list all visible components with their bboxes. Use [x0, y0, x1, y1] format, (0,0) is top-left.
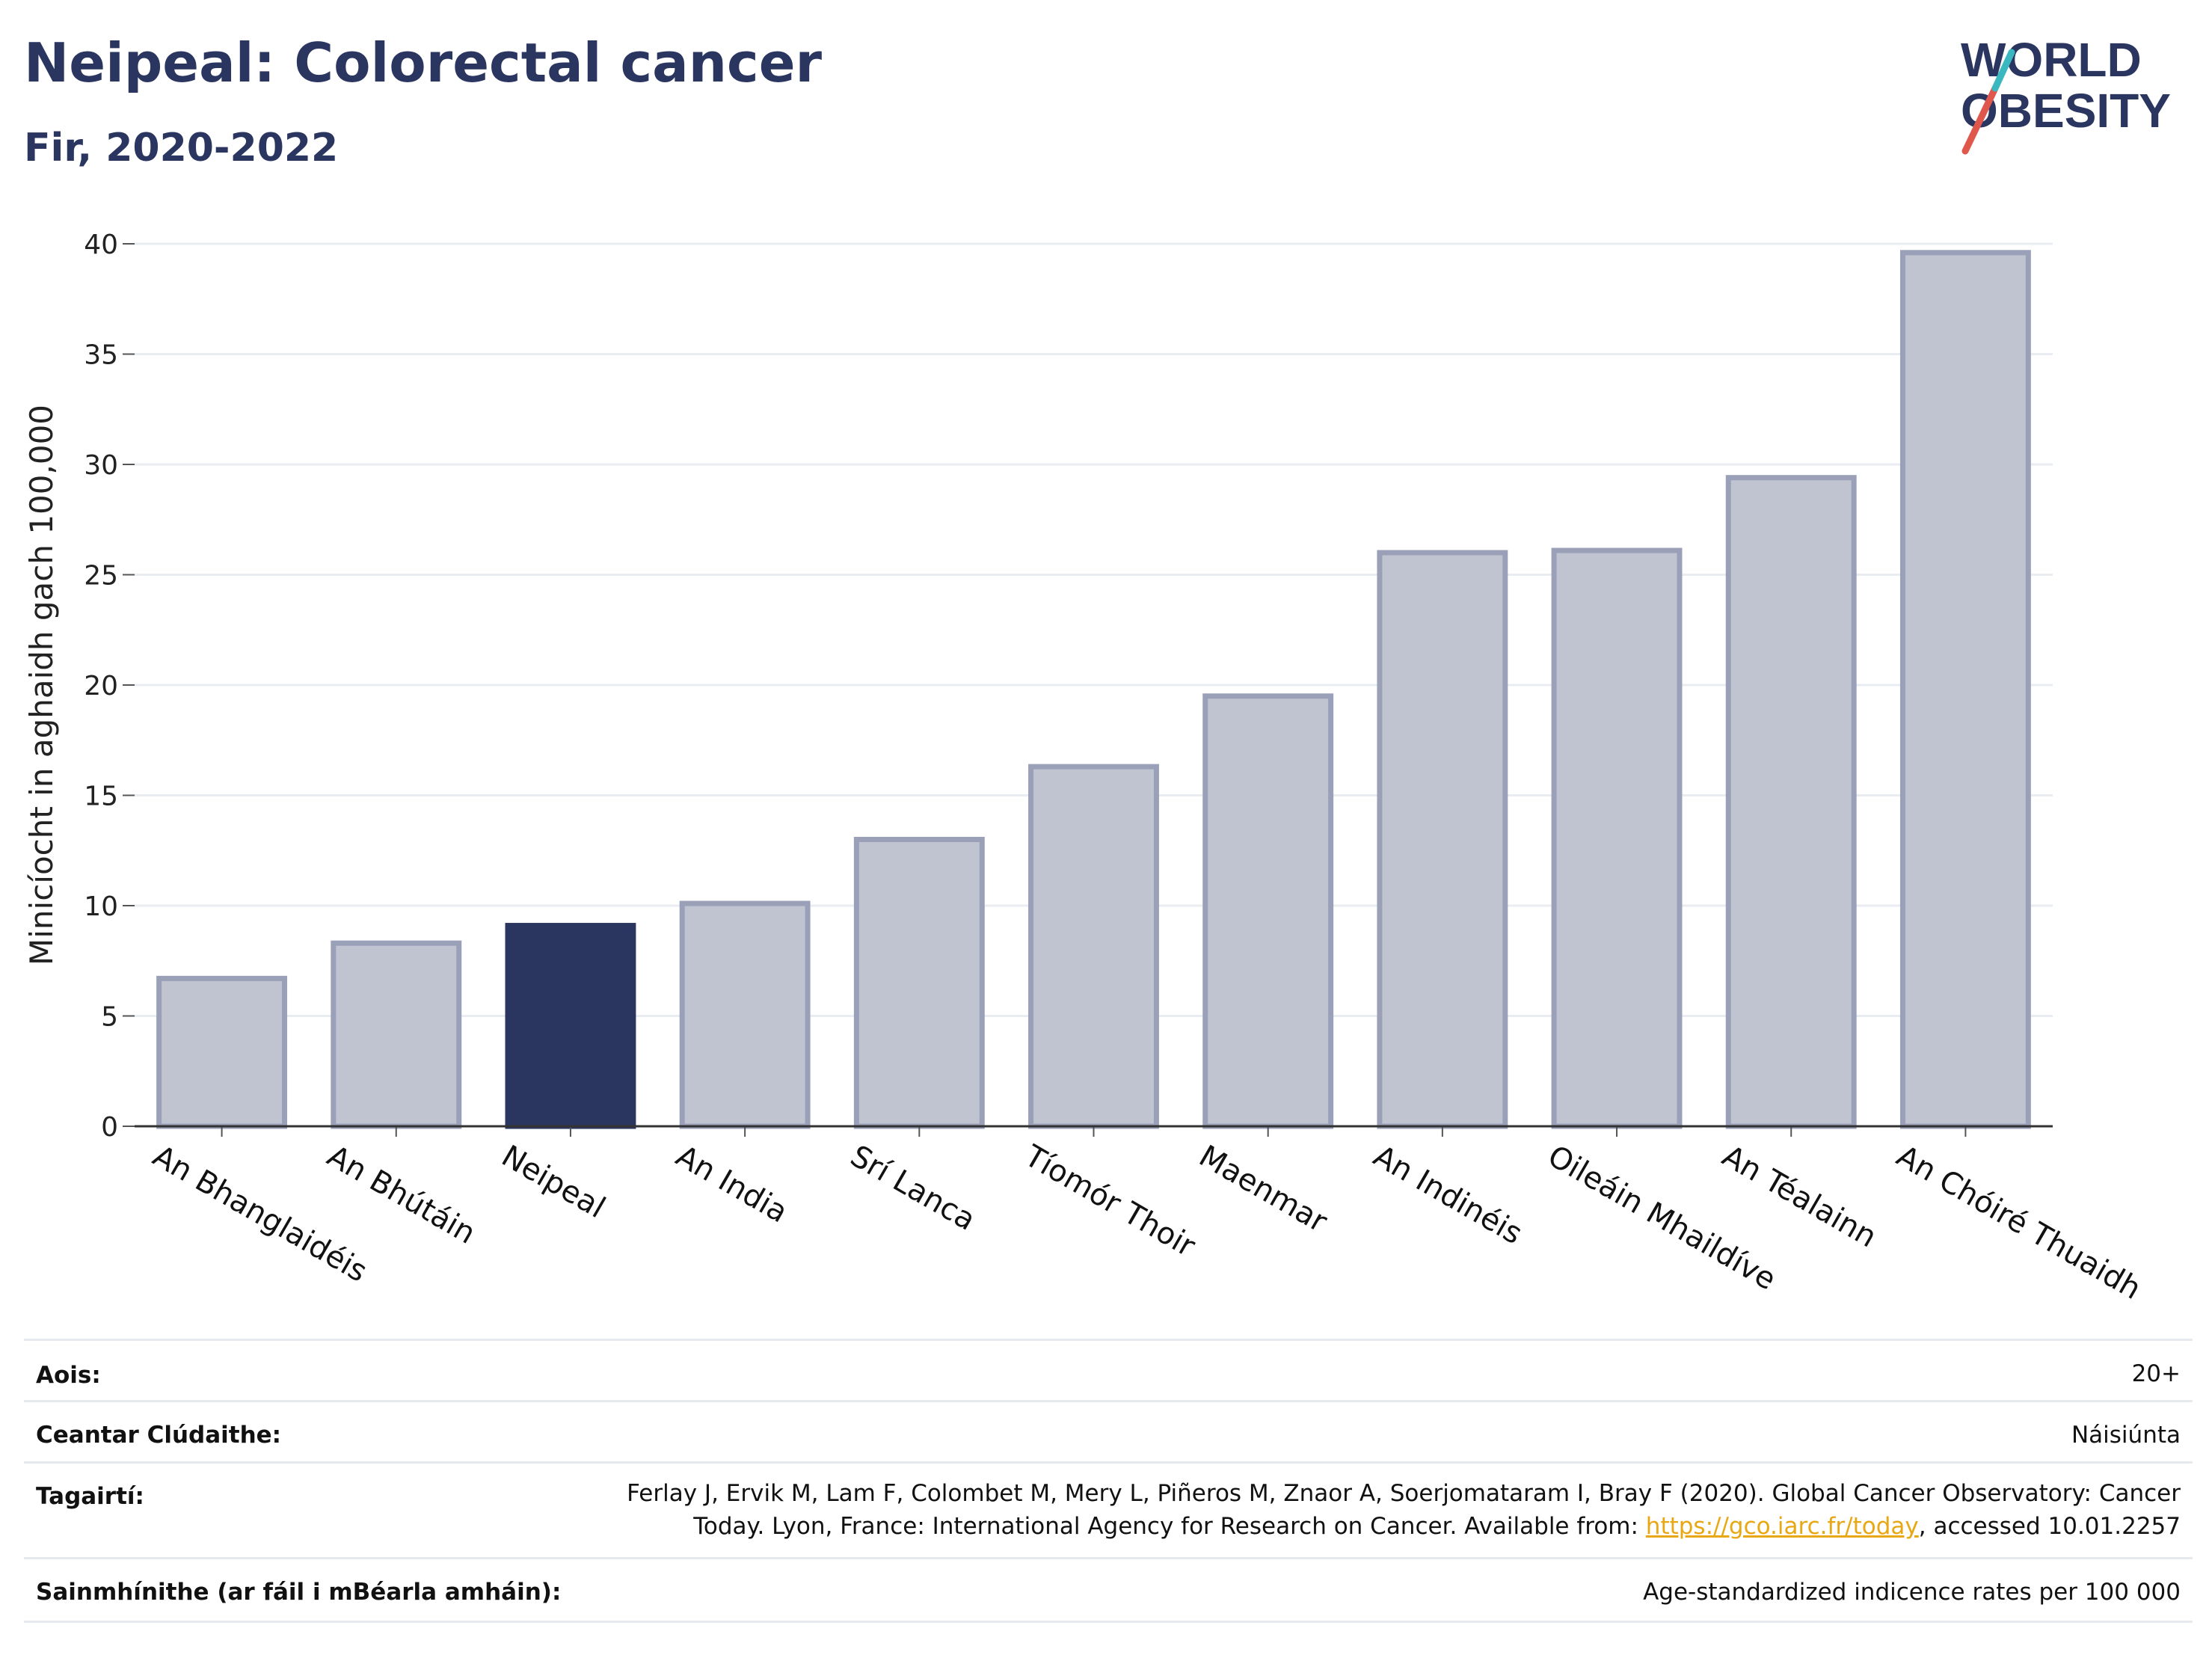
bar — [1202, 693, 1334, 1129]
x-tick-label: Neipeal — [496, 1139, 611, 1225]
y-tick-label: 40 — [84, 230, 118, 260]
references-label: Tagairtí: — [36, 1483, 144, 1510]
age-value: 20+ — [2131, 1360, 2181, 1387]
bar — [1551, 547, 1683, 1129]
definitions-label: Sainmhínithe (ar fáil i mBéarla amháin): — [36, 1579, 562, 1606]
y-tick-label: 5 — [101, 1002, 118, 1033]
x-tick-label: An India — [670, 1139, 793, 1230]
references-accessed: , accessed 10.01.2257 — [1918, 1513, 2181, 1540]
x-tick-label: Srí Lanca — [844, 1139, 981, 1238]
bar — [1377, 550, 1508, 1129]
meta-row-coverage: Ceantar Clúdaithe: Náisiúnta — [24, 1400, 2193, 1464]
bar — [1028, 764, 1159, 1129]
y-tick-label: 0 — [101, 1112, 118, 1143]
coverage-value: Náisiúnta — [2071, 1422, 2181, 1449]
bar — [505, 923, 636, 1129]
y-tick-label: 10 — [84, 891, 118, 922]
x-tick-label: An Chóiré Thuaidh — [1890, 1139, 2146, 1307]
world-obesity-logo: WORLD OBESITY — [1961, 33, 2171, 155]
x-tick-label: Maenmar — [1193, 1139, 1333, 1240]
coverage-label: Ceantar Clúdaithe: — [36, 1422, 282, 1449]
references-line-2-text: Today. Lyon, France: International Agenc… — [693, 1513, 1646, 1540]
y-tick-label: 15 — [84, 782, 118, 812]
bar — [1725, 475, 1857, 1129]
references-line-1: Ferlay J, Ervik M, Lam F, Colombet M, Me… — [627, 1480, 2181, 1507]
chart-title: Neipeal: Colorectal cancer — [24, 31, 823, 94]
references-value: Ferlay J, Ervik M, Lam F, Colombet M, Me… — [627, 1477, 2181, 1543]
y-tick-label: 25 — [84, 561, 118, 592]
meta-row-definitions: Sainmhínithe (ar fáil i mBéarla amháin):… — [24, 1557, 2193, 1623]
bar — [853, 837, 985, 1129]
references-line-2: Today. Lyon, France: International Agenc… — [627, 1510, 2181, 1543]
meta-row-references: Tagairtí: Ferlay J, Ervik M, Lam F, Colo… — [24, 1461, 2193, 1559]
chart-subtitle: Fir, 2020-2022 — [24, 126, 339, 171]
meta-row-age: Aois: 20+ — [24, 1339, 2193, 1402]
bar — [679, 900, 811, 1129]
age-label: Aois: — [36, 1362, 101, 1389]
definitions-value: Age-standardized indicence rates per 100… — [1643, 1579, 2181, 1606]
y-axis-label: Minicíocht in aghaidh gach 100,000 — [23, 405, 60, 965]
x-tick-label: Tíomór Thoir — [1019, 1138, 1202, 1264]
bar — [331, 940, 462, 1129]
bar — [156, 975, 288, 1129]
logo-line-1: WORLD — [1961, 33, 2142, 87]
y-tick-label: 35 — [84, 340, 118, 371]
y-tick-label: 20 — [84, 671, 118, 701]
bar-chart: 0 5 10 15 20 25 30 35 40 Minicíocht in aghaidh ga… — [23, 230, 2147, 1307]
y-tick-label: 30 — [84, 450, 118, 481]
x-tick-label: An Bhútáin — [322, 1139, 482, 1251]
bar — [1899, 250, 2031, 1129]
references-link[interactable]: https://gco.iarc.fr/today — [1645, 1513, 1919, 1540]
x-tick-label: An Indinéis — [1368, 1139, 1528, 1251]
x-tick-label: An Téalainn — [1716, 1139, 1882, 1255]
